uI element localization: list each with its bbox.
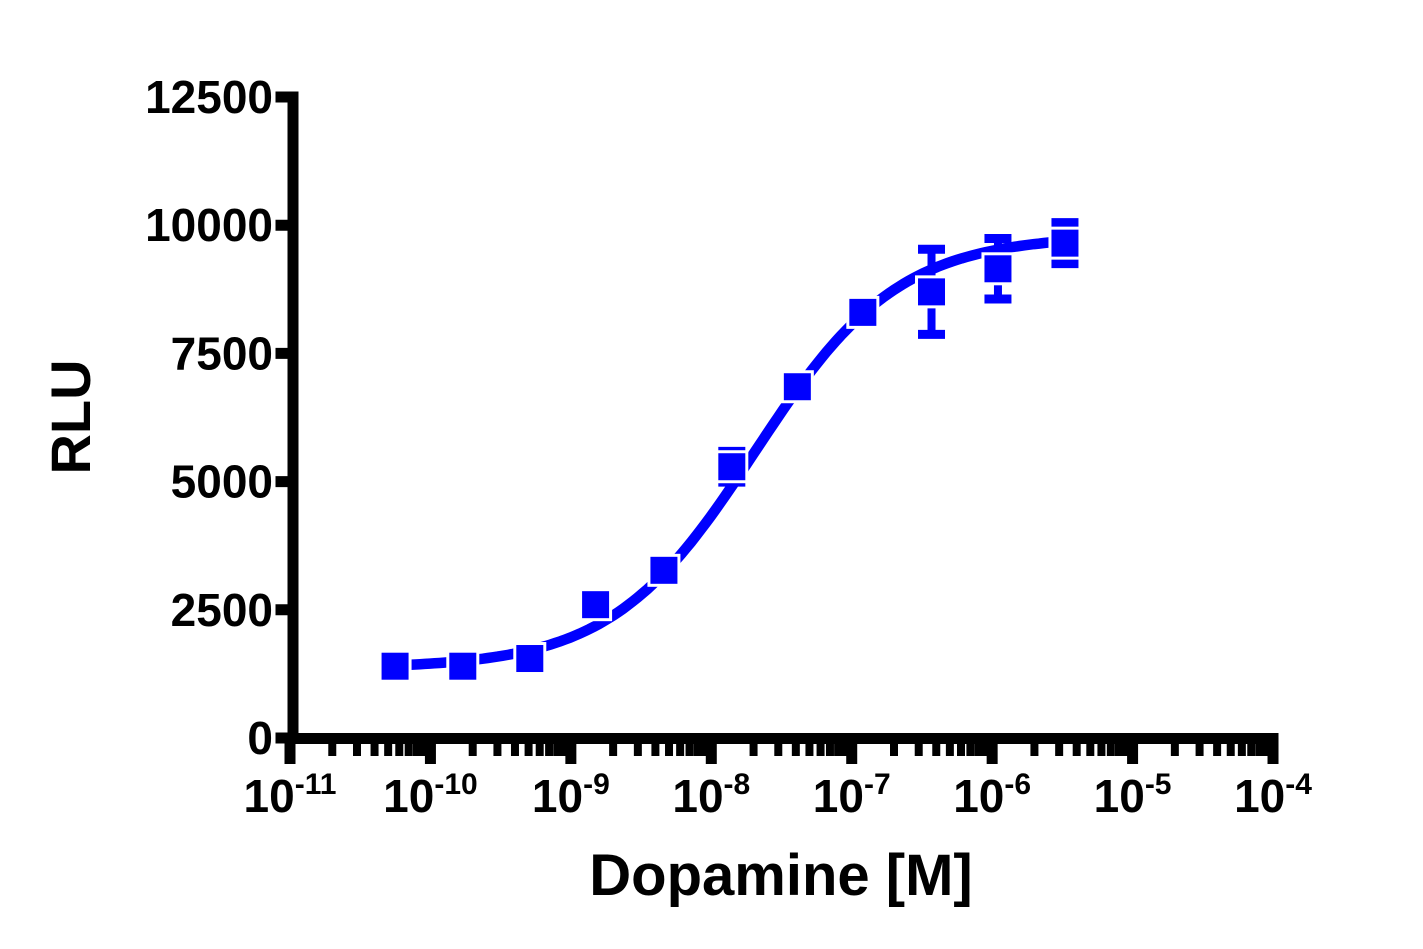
y-axis-title: RLU [39,359,102,474]
data-point-marker [915,275,949,309]
data-point-marker [513,642,547,676]
x-axis-title: Dopamine [M] [589,843,972,908]
data-point-marker [780,370,814,404]
tick-label-layer: 10-11 10-10 10-9 10-8 10-7 10-6 10-5 10-4 0 2500 5… [145,71,1312,822]
y-tick-label: 12500 [145,71,273,123]
fit-curve-layer [385,235,1074,671]
x-tick-label: 10-6 [953,768,1031,822]
data-point-marker [981,252,1015,286]
x-tick-label: 10-8 [672,768,750,822]
data-point-marker [378,649,412,683]
x-tick-label: 10-10 [383,768,478,822]
x-tick-label: 10-4 [1234,768,1312,822]
x-tick-label: 10-9 [532,768,610,822]
data-point-marker [1048,226,1082,260]
x-tick-label: 10-7 [813,768,891,822]
y-tick-label: 5000 [171,456,273,508]
data-point-marker [579,588,613,622]
data-point-layer [378,226,1082,683]
fit-curve [385,235,1074,671]
error-bar-layer [718,218,1079,487]
y-tick-label: 2500 [171,584,273,636]
data-point-marker [647,553,681,587]
data-point-marker [715,450,749,484]
y-tick-label: 7500 [171,327,273,379]
axes-layer [275,91,1279,764]
y-tick-label: 0 [247,712,273,764]
y-tick-label: 10000 [145,199,273,251]
x-tick-label: 10-11 [244,768,337,822]
data-point-marker [446,649,480,683]
x-tick-label: 10-5 [1094,768,1172,822]
data-point-marker [846,295,880,329]
